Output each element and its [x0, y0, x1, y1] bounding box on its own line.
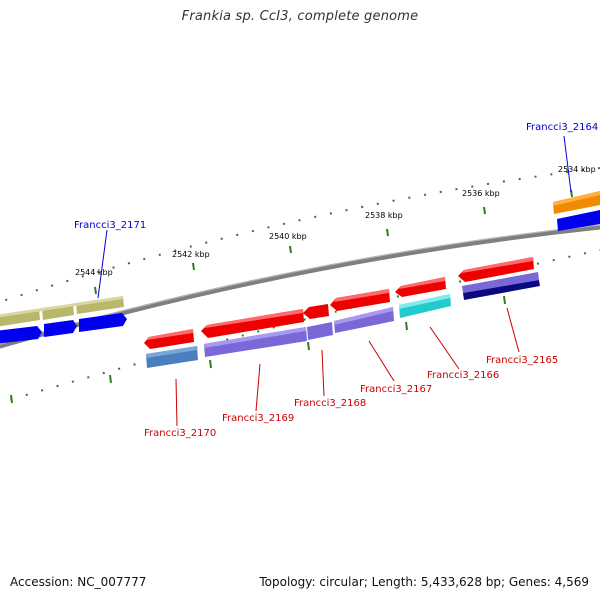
gene-block-2165 — [462, 272, 539, 293]
gene-label-2164: Francci3_2164 — [526, 122, 598, 133]
gene-label-2171: Francci3_2171 — [74, 220, 146, 231]
map-title: Frankia sp. CcI3, complete genome — [181, 9, 419, 24]
kbp-label-2544: 2544 kbp — [75, 268, 113, 277]
gene-label-2166: Francci3_2166 — [427, 370, 499, 381]
callout-line-2165 — [506, 307, 520, 353]
outer-major-ticks — [94, 189, 573, 295]
callout-line-2171 — [97, 229, 108, 299]
inner-major-ticks — [10, 295, 506, 404]
callout-line-2164 — [563, 135, 572, 193]
callout-line-2168 — [321, 349, 325, 397]
cds-arrow-2168 — [303, 304, 329, 319]
gene-label-2169: Francci3_2169 — [222, 413, 294, 424]
gene-arrow-forward-4 — [557, 210, 600, 231]
kbp-label-2534: 2534 kbp — [558, 165, 596, 174]
gene-block-2168 — [307, 322, 333, 340]
kbp-label-2542: 2542 kbp — [172, 250, 210, 259]
gene-label-2170: Francci3_2170 — [144, 428, 216, 439]
genome-backbone — [0, 224, 600, 349]
genome-summary-text: Topology: circular; Length: 5,433,628 bp… — [259, 575, 589, 589]
gene-arrow-forward-2 — [44, 320, 77, 337]
accession-text: Accession: NC_007777 — [10, 575, 147, 589]
gene-label-2165: Francci3_2165 — [486, 355, 558, 366]
kbp-label-2538: 2538 kbp — [365, 211, 403, 220]
kbp-label-2536: 2536 kbp — [462, 189, 500, 198]
callout-line-2170 — [175, 378, 178, 427]
gene-arrow-forward-1 — [0, 326, 42, 344]
kbp-label-2540: 2540 kbp — [269, 232, 307, 241]
gene-block-2165-dark — [463, 280, 540, 300]
callout-line-2167 — [368, 340, 395, 382]
gene-arrow-forward-3 — [79, 313, 127, 332]
gene-label-2167: Francci3_2167 — [360, 384, 432, 395]
callout-line-2166 — [429, 326, 460, 370]
callout-line-2169 — [255, 363, 261, 412]
gene-label-2168: Francci3_2168 — [294, 398, 366, 409]
